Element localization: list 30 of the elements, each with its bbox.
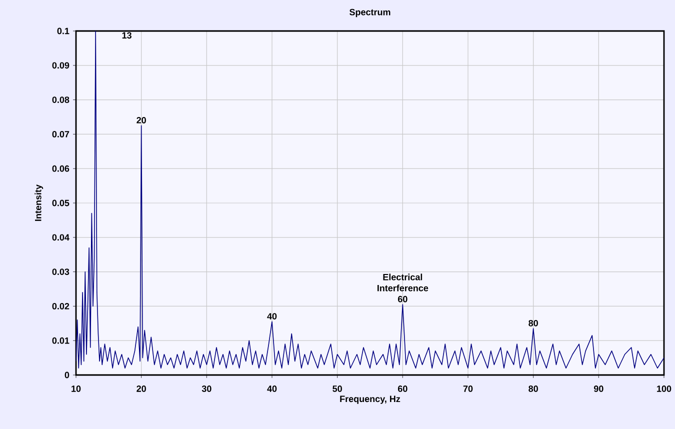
x-tick-label: 40 xyxy=(267,386,277,392)
x-tick-label: 90 xyxy=(594,386,604,392)
x-tick-label: 100 xyxy=(657,386,672,392)
y-tick-label: 0.05 xyxy=(52,200,70,206)
y-tick-label: 0.01 xyxy=(52,337,70,344)
chart-title: Spectrum xyxy=(350,8,390,18)
x-tick-label: 70 xyxy=(463,386,473,392)
y-tick-label: 0 xyxy=(64,372,70,378)
x-tick-label: 20 xyxy=(136,386,146,392)
annotation: 13 xyxy=(122,32,132,39)
x-tick-label: 30 xyxy=(202,386,212,392)
y-tick-label: 0.06 xyxy=(52,165,70,172)
annotation: Electrical Interference 60 xyxy=(378,274,428,302)
annotation: 20 xyxy=(136,117,146,124)
x-tick-label: 10 xyxy=(72,386,81,392)
y-tick-label: 0.08 xyxy=(52,96,70,103)
y-tick-label: 0.03 xyxy=(52,268,70,275)
y-tick-label: 0.02 xyxy=(52,303,70,310)
y-tick-label: 0.1 xyxy=(57,28,70,34)
line-series xyxy=(76,31,664,369)
annotation: 80 xyxy=(528,320,538,326)
x-tick-label: 50 xyxy=(332,386,342,392)
x-tick-label: 80 xyxy=(528,386,538,392)
annotation: 40 xyxy=(267,313,277,320)
y-tick-label: 0.09 xyxy=(52,62,70,69)
x-axis-title: Frequency, Hz xyxy=(340,396,400,404)
y-tick-label: 0.07 xyxy=(52,131,70,138)
y-tick-label: 0.04 xyxy=(52,234,70,241)
x-tick-label: 60 xyxy=(398,386,408,392)
y-axis-title: Intensity xyxy=(34,184,44,221)
